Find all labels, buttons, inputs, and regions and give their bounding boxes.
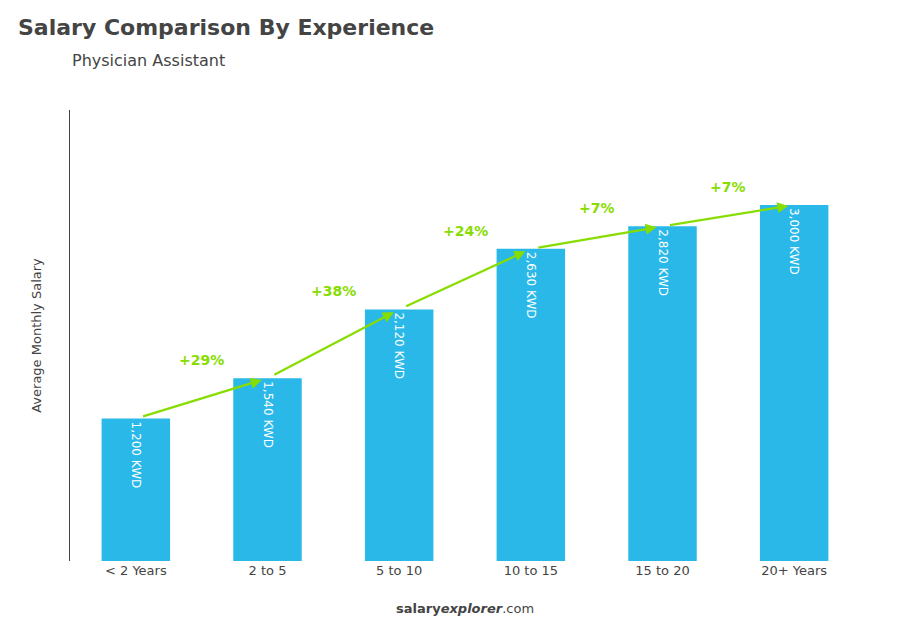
svg-text:20+ Years: 20+ Years xyxy=(761,563,827,578)
svg-text:2,820 KWD: 2,820 KWD xyxy=(656,229,670,296)
svg-text:5 to 10: 5 to 10 xyxy=(376,563,422,578)
svg-text:< 2 Years: < 2 Years xyxy=(105,563,167,578)
svg-text:+7%: +7% xyxy=(710,179,746,195)
svg-text:+24%: +24% xyxy=(443,223,488,239)
svg-text:+38%: +38% xyxy=(311,283,356,299)
svg-text:Physician Assistant: Physician Assistant xyxy=(72,51,225,70)
svg-text:2,120 KWD: 2,120 KWD xyxy=(392,312,406,379)
svg-text:1,540 KWD: 1,540 KWD xyxy=(261,381,275,448)
svg-text:Average Monthly Salary: Average Monthly Salary xyxy=(29,258,44,413)
svg-text:15 to 20: 15 to 20 xyxy=(635,563,689,578)
svg-text:2 to 5: 2 to 5 xyxy=(249,563,287,578)
svg-text:2,630 KWD: 2,630 KWD xyxy=(524,252,538,319)
svg-text:Salary Comparison By Experienc: Salary Comparison By Experience xyxy=(18,15,434,40)
svg-text:salaryexplorer.com: salaryexplorer.com xyxy=(396,601,534,616)
svg-text:10 to 15: 10 to 15 xyxy=(504,563,558,578)
svg-text:1,200 KWD: 1,200 KWD xyxy=(129,422,143,489)
svg-text:+7%: +7% xyxy=(579,200,615,216)
svg-text:3,000 KWD: 3,000 KWD xyxy=(787,208,801,275)
svg-text:+29%: +29% xyxy=(179,352,224,368)
